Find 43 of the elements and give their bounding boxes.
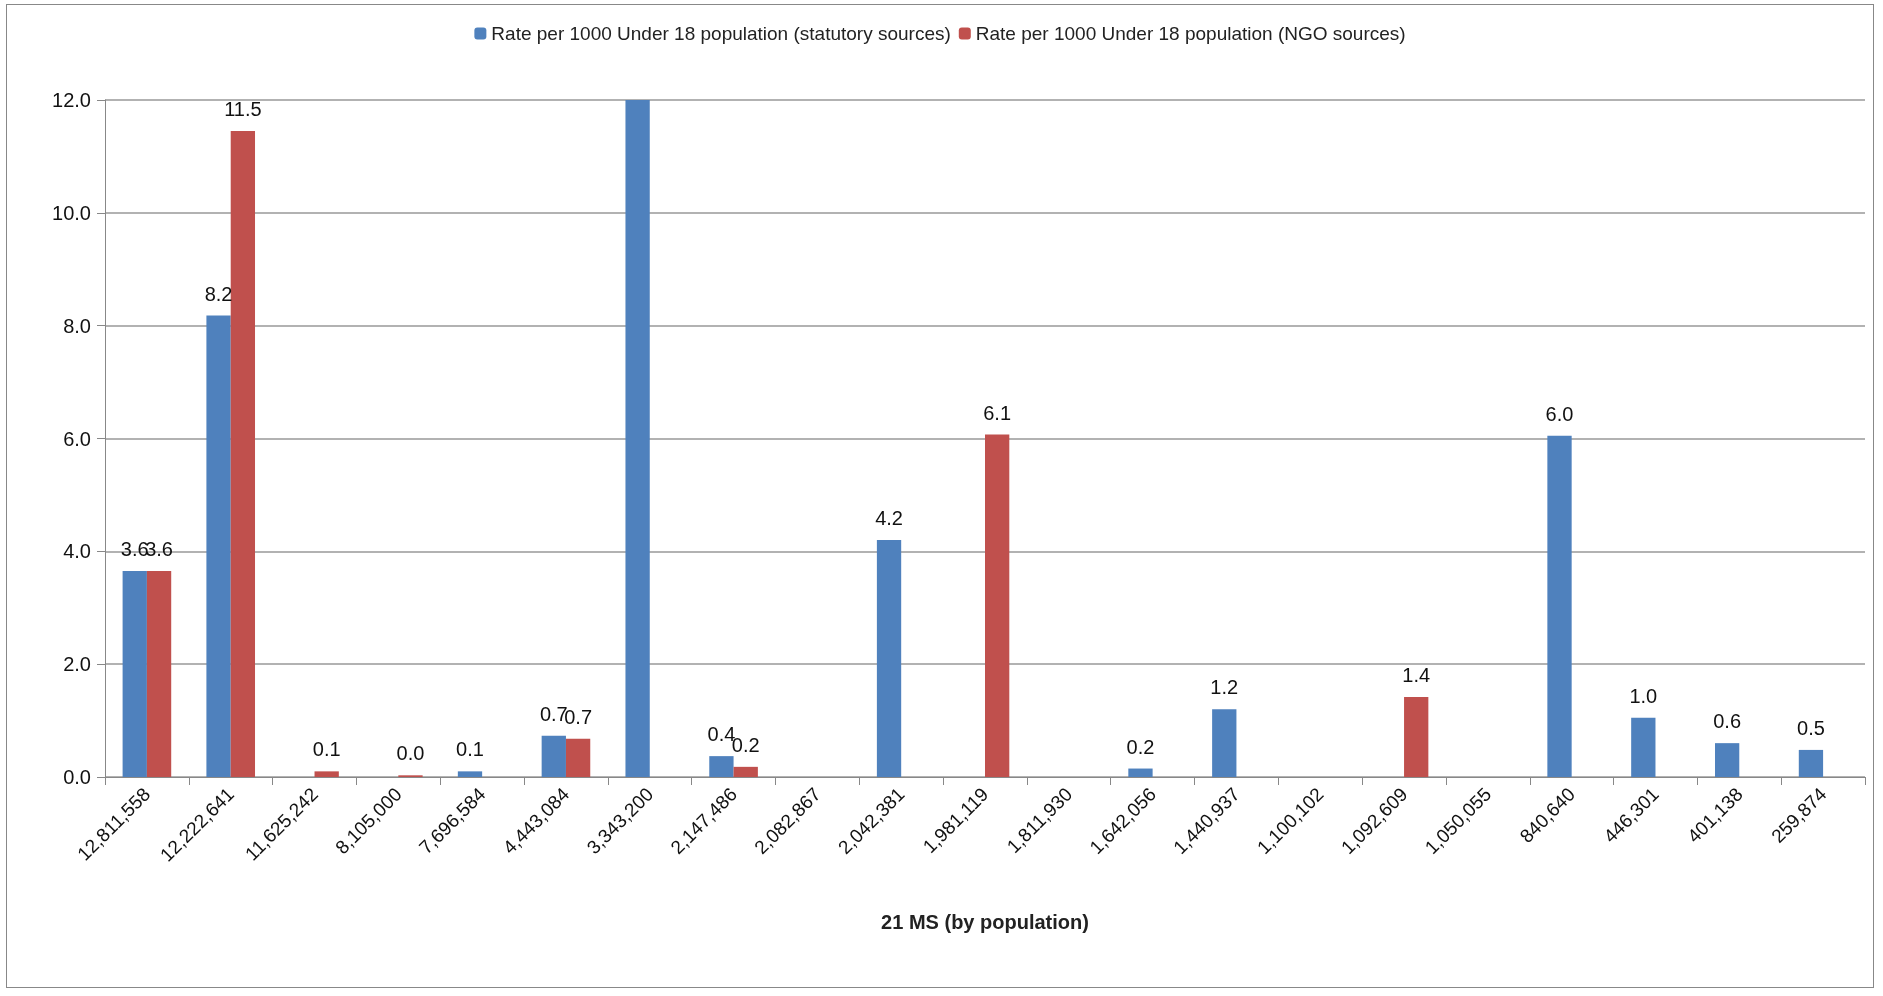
bar <box>206 315 231 777</box>
bar <box>1714 743 1740 777</box>
y-tick-label: 8.0 <box>63 314 91 337</box>
data-label: 1.0 <box>1629 684 1658 707</box>
bar <box>876 540 902 777</box>
bar <box>985 434 1010 777</box>
bar <box>709 756 734 777</box>
bar <box>541 735 566 777</box>
bar <box>565 738 591 777</box>
data-label: 0.1 <box>456 738 484 761</box>
y-tick-label: 12.0 <box>52 89 91 111</box>
bar <box>122 571 147 777</box>
bar <box>1547 435 1572 777</box>
y-tick-label: 0.0 <box>63 766 91 788</box>
bar <box>314 771 339 777</box>
legend-label: Rate per 1000 Under 18 population (statutory sources) <box>491 23 951 44</box>
data-label: 11.5 <box>224 98 262 121</box>
data-label: 0.6 <box>1713 710 1742 733</box>
bar <box>1128 768 1153 777</box>
data-label: 1.4 <box>1402 663 1431 686</box>
data-label: 0.2 <box>1126 735 1155 758</box>
y-tick-label: 6.0 <box>63 427 91 450</box>
data-label: 0.1 <box>312 738 341 761</box>
bar <box>1798 749 1824 777</box>
data-label: 4.2 <box>875 507 903 530</box>
bar <box>1631 717 1656 777</box>
y-tick-label: 2.0 <box>63 653 91 676</box>
data-label: 1.2 <box>1210 676 1239 699</box>
data-label: 6.0 <box>1545 402 1574 425</box>
data-label: 0.0 <box>396 742 425 765</box>
data-label: 0.5 <box>1797 716 1825 739</box>
y-tick-label: 10.0 <box>52 201 91 224</box>
bar <box>625 100 650 777</box>
bar <box>146 571 172 777</box>
legend-label: Rate per 1000 Under 18 population (NGO sources) <box>975 23 1406 44</box>
bar <box>457 771 483 777</box>
bar <box>733 766 758 777</box>
data-label: 6.1 <box>983 401 1012 424</box>
y-tick-label: 4.0 <box>63 540 91 563</box>
bar <box>1404 696 1429 777</box>
bar <box>230 131 256 777</box>
x-axis-title: 21 MS (by population) <box>881 911 1089 933</box>
bar <box>1212 709 1237 777</box>
